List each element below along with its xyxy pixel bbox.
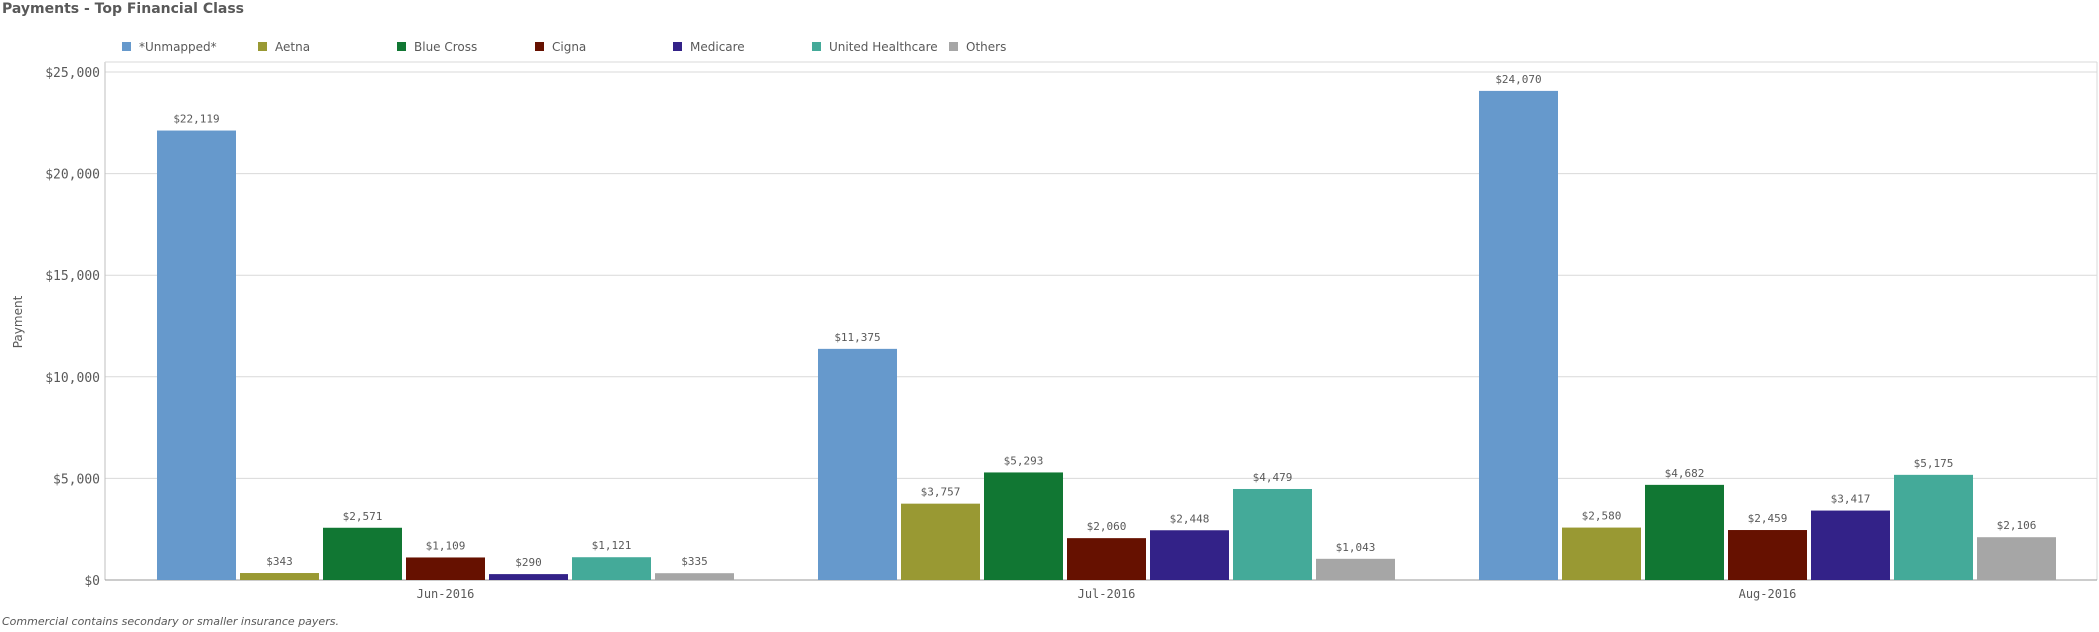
legend-label: Aetna: [275, 40, 310, 54]
grid-lines: [104, 61, 2098, 581]
bar[interactable]: [489, 574, 568, 580]
legend-label: United Healthcare: [829, 40, 938, 54]
legend[interactable]: *Unmapped* Aetna Blue Cross Cigna Medicare Un…: [122, 40, 1006, 54]
chart-title: Payments - Top Financial Class: [2, 1, 245, 17]
legend-swatch: [122, 42, 131, 51]
bar[interactable]: [1150, 530, 1229, 580]
y-tick-label: $0: [84, 574, 100, 589]
y-axis-ticks: $0 $5,000 $10,000 $15,000 $20,000 $25,000: [45, 66, 100, 589]
bar[interactable]: [1316, 558, 1395, 580]
legend-label: *Unmapped*: [139, 40, 217, 54]
bar[interactable]: [901, 503, 980, 580]
bar[interactable]: [1479, 90, 1558, 581]
bars[interactable]: [157, 90, 2056, 581]
bar-value-label: $4,479: [1253, 471, 1293, 484]
bar-value-label: $3,417: [1831, 493, 1871, 506]
legend-item[interactable]: Blue Cross: [397, 40, 477, 54]
bar[interactable]: [1811, 510, 1890, 580]
footnote: Commercial contains secondary or smaller…: [2, 615, 339, 628]
bar-value-label: $5,175: [1914, 457, 1954, 470]
legend-swatch: [812, 42, 821, 51]
y-tick-label: $25,000: [45, 66, 100, 81]
bar[interactable]: [1562, 527, 1641, 580]
bar[interactable]: [1067, 538, 1146, 580]
legend-label: Others: [966, 40, 1006, 54]
bar-labels: $22,119 $343 $2,571 $1,109 $290 $1,121 $335 $11…: [173, 73, 2036, 569]
bar[interactable]: [406, 557, 485, 580]
y-tick-label: $20,000: [45, 168, 100, 183]
legend-swatch: [673, 42, 682, 51]
x-category-label: Jul-2016: [1078, 587, 1136, 601]
legend-item[interactable]: Medicare: [673, 40, 745, 54]
bar[interactable]: [1894, 474, 1973, 580]
bar-value-label: $2,571: [343, 510, 383, 523]
bar-value-label: $1,121: [592, 539, 632, 552]
x-category-label: Jun-2016: [417, 587, 475, 601]
bar-value-label: $11,375: [834, 331, 880, 344]
bar[interactable]: [323, 527, 402, 580]
y-axis-title: Payment: [11, 295, 25, 348]
bar-value-label: $22,119: [173, 113, 219, 126]
legend-item[interactable]: *Unmapped*: [122, 40, 217, 54]
bar-value-label: $2,060: [1087, 520, 1127, 533]
legend-swatch: [535, 42, 544, 51]
bar-value-label: $5,293: [1004, 454, 1044, 467]
bar[interactable]: [655, 573, 734, 580]
legend-swatch: [397, 42, 406, 51]
bar-value-label: $24,070: [1495, 73, 1541, 86]
bar-value-label: $343: [266, 555, 293, 568]
legend-swatch: [949, 42, 958, 51]
legend-item[interactable]: Aetna: [258, 40, 310, 54]
bar-value-label: $335: [681, 555, 708, 568]
bar[interactable]: [1977, 537, 2056, 580]
bar-value-label: $2,459: [1748, 512, 1788, 525]
bar[interactable]: [572, 557, 651, 580]
bar[interactable]: [1728, 530, 1807, 580]
legend-label: Cigna: [552, 40, 586, 54]
x-category-label: Aug-2016: [1739, 587, 1797, 601]
legend-item[interactable]: Others: [949, 40, 1006, 54]
bar[interactable]: [1645, 484, 1724, 580]
bar-value-label: $1,043: [1336, 541, 1376, 554]
legend-swatch: [258, 42, 267, 51]
bar[interactable]: [240, 573, 319, 580]
bar-value-label: $290: [515, 556, 542, 569]
legend-label: Medicare: [690, 40, 745, 54]
bar-value-label: $2,106: [1997, 519, 2037, 532]
bar[interactable]: [157, 130, 236, 580]
legend-item[interactable]: Cigna: [535, 40, 586, 54]
bar[interactable]: [984, 472, 1063, 580]
bar[interactable]: [818, 348, 897, 580]
y-tick-label: $5,000: [53, 472, 100, 487]
bar-value-label: $2,580: [1582, 510, 1622, 523]
bar-value-label: $3,757: [921, 486, 961, 499]
bar-value-label: $2,448: [1170, 512, 1210, 525]
y-tick-label: $10,000: [45, 371, 100, 386]
y-tick-label: $15,000: [45, 269, 100, 284]
x-axis-categories: Jun-2016 Jul-2016 Aug-2016: [417, 587, 1797, 601]
legend-label: Blue Cross: [414, 40, 477, 54]
bar[interactable]: [1233, 488, 1312, 580]
bar-value-label: $4,682: [1665, 467, 1705, 480]
bar-value-label: $1,109: [426, 539, 466, 552]
legend-item[interactable]: United Healthcare: [812, 40, 938, 54]
